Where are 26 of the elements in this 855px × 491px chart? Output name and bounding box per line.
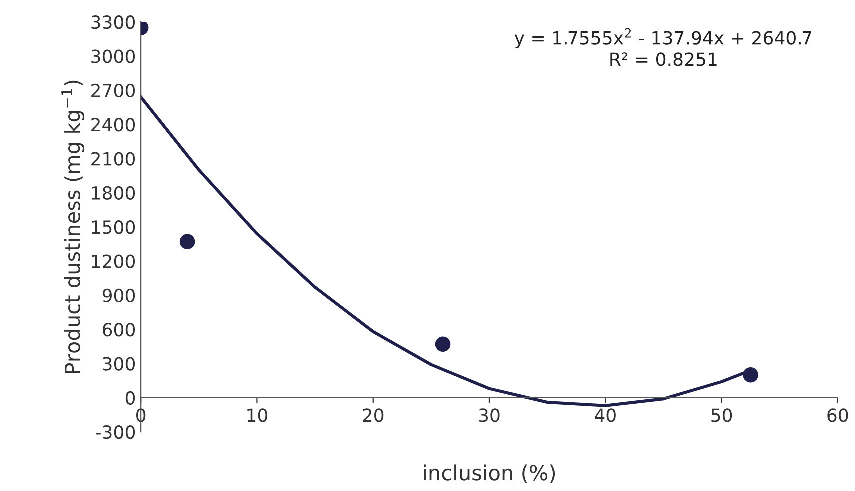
x-tick-label: 50 — [712, 408, 732, 422]
y-axis-title: Product dustiness (mg kg$^{−1}$) — [62, 80, 85, 374]
y-tick-label: 3300 — [92, 16, 136, 30]
y-tick-label: 0 — [126, 391, 136, 406]
y-tick-label: 1200 — [92, 254, 136, 268]
y-tick-label: 3000 — [92, 50, 136, 64]
point — [743, 368, 758, 383]
x-tick-label: 30 — [479, 408, 500, 422]
point — [180, 234, 196, 250]
x-tick-label: 40 — [595, 408, 616, 422]
annotation: y = 1.7555x$^{2}$ - 137.94x + 2640.7 — [514, 28, 812, 48]
y-tick-label: 300 — [103, 357, 136, 371]
y-tick-label: 600 — [103, 323, 136, 337]
y-tick-label: 2700 — [92, 84, 136, 98]
y-tick-label: 1500 — [92, 220, 136, 234]
x-axis-title: inclusion (%) — [424, 464, 556, 484]
x-tick-label: 60 — [828, 408, 848, 422]
x-tick-label: 10 — [248, 408, 268, 422]
point — [435, 336, 451, 352]
y-tick-label: 2100 — [92, 152, 136, 166]
y-tick-label: 1800 — [92, 186, 136, 200]
x-tick-label: 20 — [363, 408, 384, 422]
y-tick-label: 2400 — [92, 118, 136, 132]
annotation: R² = 0.8251 — [610, 52, 717, 66]
y-tick-label: -300 — [96, 426, 136, 440]
y-tick-label: 900 — [102, 288, 136, 303]
